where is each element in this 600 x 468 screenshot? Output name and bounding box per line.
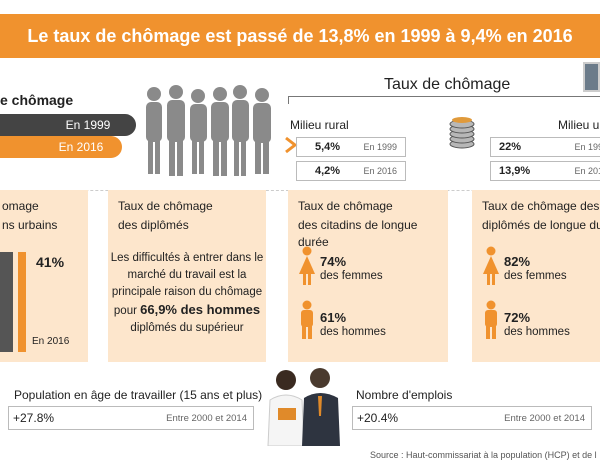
title-bar: Le taux de chômage est passé de 13,8% en… [0, 14, 600, 58]
card-long-term-graduates-women-value: 82% [504, 254, 531, 269]
card-long-term-city-title-2: des citadins de longue durée [298, 218, 418, 249]
urban-1999-value: 22% [499, 141, 522, 153]
population-label: Population en âge de travailler (15 ans … [14, 388, 263, 402]
urban-1999-year: En 199 [574, 142, 600, 152]
rural-row-2016: 4,2% En 2016 [296, 161, 406, 181]
rural-row-1999: 5,4% En 1999 [296, 137, 406, 157]
people-silhouettes-illustration [146, 85, 271, 176]
card-graduates-text-3: principale raison du chômage [111, 286, 263, 298]
card-long-term-city-men-value: 61% [320, 310, 347, 325]
business-people-illustration [267, 368, 340, 446]
card-long-term-city-title-1: Taux de chômage [298, 199, 393, 213]
card-urban-young-year: En 2016 [32, 336, 70, 347]
woman-icon [483, 246, 499, 285]
card-long-term-graduates-title-2: diplômés de longue durée [482, 218, 600, 232]
card-long-term-graduates-women-label: des femmes [504, 270, 567, 282]
population-box: +27.8% Entre 2000 et 2014 [8, 406, 254, 430]
rural-2016-year: En 2016 [363, 166, 397, 176]
jobs-value: +20.4% [357, 411, 399, 425]
urban-row-1999: 22% En 199 [490, 137, 600, 157]
card-graduates-text-5: diplômés du supérieur [130, 322, 244, 334]
card-urban-young: omage ns urbains 41% En 2016 [0, 190, 88, 362]
card-long-term-city-men-label: des hommes [320, 326, 386, 338]
rate-title: Taux de chômage [384, 76, 511, 93]
rate-bracket [288, 96, 600, 104]
urban-row-2016: 13,9% En 201 [490, 161, 600, 181]
rural-1999-value: 5,4% [315, 141, 341, 153]
card-graduates: Taux de chômage des diplômés Les difficu… [108, 190, 266, 362]
jobs-range: Entre 2000 et 2014 [504, 413, 585, 424]
tablet-icon [583, 62, 600, 92]
card-graduates-text-2: marché du travail est la [127, 269, 247, 281]
rural-2016-value: 4,2% [315, 165, 341, 177]
card-long-term-graduates: Taux de chômage des plu diplômés de long… [472, 190, 600, 362]
source-note: Source : Haut-commissariat à la populati… [370, 450, 597, 460]
jobs-label: Nombre d'emplois [356, 388, 453, 402]
year-1999-pill: En 1999 [0, 114, 136, 136]
bar-urban-young-earlier [0, 252, 13, 352]
card-graduates-text: Les difficultés à entrer dans le marché … [108, 250, 266, 337]
card-long-term-city: Taux de chômage des citadins de longue d… [288, 190, 448, 362]
bar-urban-young-2016 [18, 252, 26, 352]
population-range: Entre 2000 et 2014 [166, 413, 247, 424]
card-long-term-city-women-value: 74% [320, 254, 347, 269]
man-icon [301, 300, 313, 339]
jobs-box: +20.4% Entre 2000 et 2014 [352, 406, 592, 430]
chevron-right-icon [285, 136, 298, 154]
urban-2016-year: En 201 [574, 166, 600, 176]
man-icon [485, 300, 497, 339]
page-title: Le taux de chômage est passé de 13,8% en… [27, 26, 573, 46]
coins-stack-icon [449, 117, 475, 149]
card-long-term-city-women-label: des femmes [320, 270, 383, 282]
card-long-term-graduates-men-value: 72% [504, 310, 531, 325]
card-graduates-text-strong: 66,9% des hommes [140, 302, 261, 317]
rural-1999-year: En 1999 [363, 142, 397, 152]
population-value: +27.8% [13, 411, 55, 425]
year-2016-pill: En 2016 [0, 136, 122, 158]
rural-label: Milieu rural [290, 118, 349, 132]
card-urban-young-value: 41% [36, 254, 65, 270]
card-long-term-graduates-title-1: Taux de chômage des plu [482, 199, 600, 213]
card-long-term-graduates-men-label: des hommes [504, 326, 570, 338]
year-2016-label: En 2016 [58, 140, 104, 154]
card-urban-young-title-2: ns urbains [2, 218, 58, 232]
card-urban-young-title-1: omage [2, 199, 39, 213]
card-graduates-text-pre: pour [113, 305, 141, 317]
year-1999-label: En 1999 [65, 118, 111, 132]
left-panel-title: e chômage [0, 92, 74, 108]
urban-label: Milieu u [558, 118, 600, 132]
card-graduates-title-1: Taux de chômage [118, 199, 213, 213]
card-graduates-text-1: Les difficultés à entrer dans le [110, 252, 264, 264]
woman-icon [299, 246, 315, 285]
urban-2016-value: 13,9% [499, 165, 531, 177]
card-graduates-title-2: des diplômés [118, 218, 189, 232]
